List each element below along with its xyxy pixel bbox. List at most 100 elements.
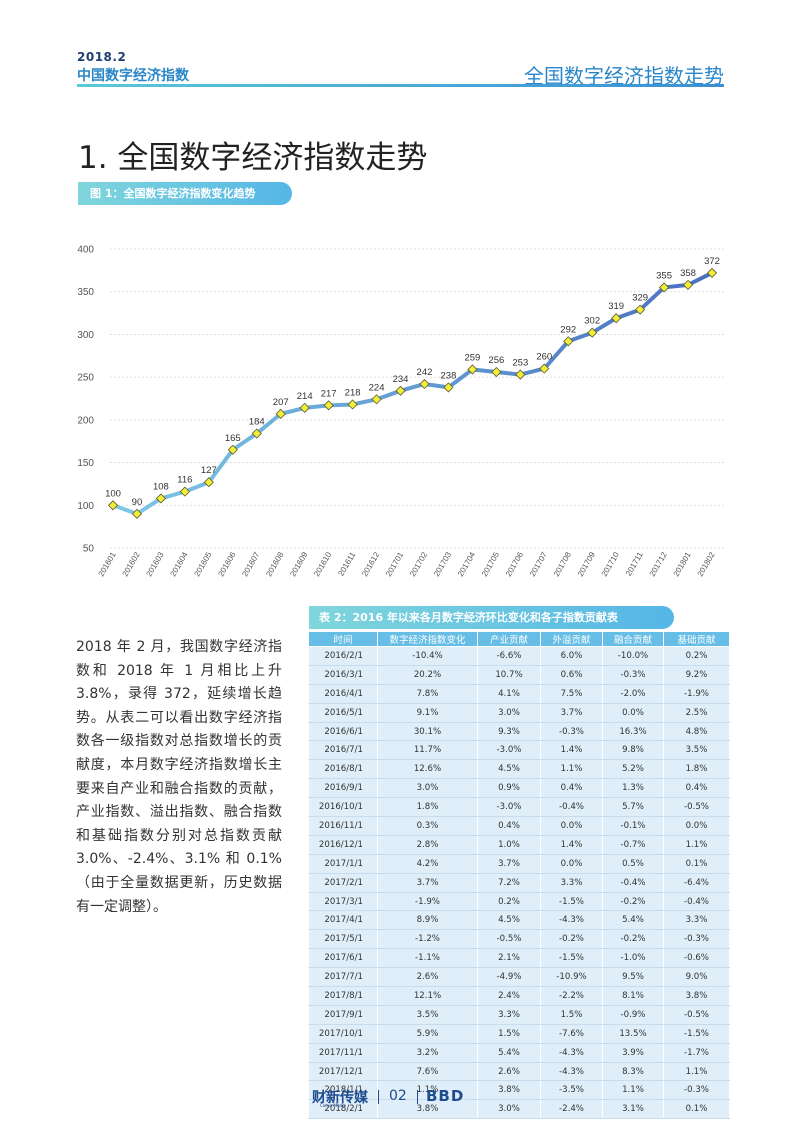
table-cell: 2.4% <box>477 986 541 1006</box>
y-tick-label: 50 <box>83 544 95 555</box>
table-cell: 12.1% <box>377 986 478 1006</box>
table-cell: -0.2% <box>540 929 603 950</box>
table-cell: 3.2% <box>377 1043 478 1063</box>
y-tick-label: 300 <box>77 330 94 341</box>
x-tick-label: 201605 <box>192 550 213 578</box>
x-tick-label: 201607 <box>240 550 261 578</box>
x-tick-label: 201610 <box>312 550 333 578</box>
table-cell: 2017/12/1 <box>308 1062 378 1082</box>
table-cell: 20.2% <box>377 665 478 685</box>
data-point <box>275 408 286 419</box>
table-cell: -0.5% <box>663 1005 730 1025</box>
table-cell: 1.3% <box>602 778 664 799</box>
table-cell: 9.3% <box>477 722 541 742</box>
table-row: 2017/3/1 -1.9% 0.2% -1.5% -0.2% -0.4% <box>308 892 730 912</box>
table-cell: 1.0% <box>477 835 541 855</box>
data-point <box>371 394 382 405</box>
table-cell: 2.6% <box>377 967 478 988</box>
table-cell: 1.1% <box>663 835 730 855</box>
page-title: 1. 全国数字经济指数走势 <box>78 140 428 176</box>
table-cell: -10.9% <box>540 967 603 988</box>
table-cell: 1.1% <box>377 1080 478 1101</box>
table-cell: 2017/4/1 <box>308 910 378 931</box>
x-tick-label: 201611 <box>336 550 357 578</box>
table-row: 2017/1/1 4.2% 3.7% 0.0% 0.5% 0.1% <box>308 854 730 874</box>
table-cell: 4.2% <box>377 854 478 874</box>
data-point <box>515 369 526 380</box>
table-cell: -0.3% <box>663 1080 730 1101</box>
data-label: 90 <box>132 497 143 508</box>
table-cell: 3.3% <box>663 910 730 931</box>
table-cell: 2016/8/1 <box>308 759 378 780</box>
table-row: 2018/1/1 1.1% 3.8% -3.5% 1.1% -0.3% <box>308 1080 730 1101</box>
table-cell: 0.2% <box>477 892 541 912</box>
data-point <box>539 363 550 374</box>
data-point <box>563 336 574 347</box>
data-point <box>179 486 190 497</box>
table-cell: 2016/9/1 <box>308 778 378 799</box>
table-cell: 2017/1/1 <box>308 854 378 874</box>
table-cell: 0.0% <box>540 816 603 836</box>
table-cell: 0.4% <box>663 778 730 799</box>
table-row: 2017/10/1 5.9% 1.5% -7.6% 13.5% -1.5% <box>308 1024 730 1044</box>
table-cell: 2.1% <box>477 948 541 969</box>
data-label: 256 <box>488 355 504 366</box>
x-tick-label: 201708 <box>552 550 573 578</box>
table-cell: 5.2% <box>602 759 664 780</box>
x-tick-label: 201702 <box>408 550 429 578</box>
x-tick-label: 201608 <box>264 550 285 578</box>
table-cell: -4.3% <box>540 910 603 931</box>
data-point <box>299 402 310 413</box>
data-label: 329 <box>632 293 648 304</box>
table-cell: 2016/2/1 <box>308 646 378 666</box>
data-point <box>323 400 334 411</box>
data-point <box>155 493 166 504</box>
table-cell: 3.0% <box>477 703 541 723</box>
table-cell: 16.3% <box>602 722 664 742</box>
data-label: 217 <box>321 388 337 399</box>
table-cell: 2017/8/1 <box>308 986 378 1006</box>
table-header-row: 时间 数字经济指数变化 产业贡献 外溢贡献 融合贡献 基础贡献 <box>308 631 730 647</box>
table-cell: 11.7% <box>377 740 478 761</box>
y-tick-label: 200 <box>77 415 94 426</box>
table-cell: 3.8% <box>377 1099 478 1120</box>
data-point <box>395 385 406 396</box>
x-tick-label: 201603 <box>145 550 166 578</box>
x-tick-label: 201703 <box>432 550 453 578</box>
data-label: 108 <box>153 481 169 492</box>
x-tick-label: 201704 <box>456 550 477 578</box>
table-cell: 1.5% <box>477 1024 541 1044</box>
table-cell: 2017/10/1 <box>308 1024 378 1044</box>
data-label: 372 <box>704 256 720 267</box>
data-label: 260 <box>536 352 552 363</box>
table-row: 2016/12/1 2.8% 1.0% 1.4% -0.7% 1.1% <box>308 835 730 855</box>
table-cell: 9.1% <box>377 703 478 723</box>
table-cell: 9.5% <box>602 967 664 988</box>
table-cell: 1.5% <box>540 1005 603 1025</box>
report-name: 中国数字经济指数 <box>77 68 189 84</box>
table-cell: -1.5% <box>663 1024 730 1044</box>
x-tick-label: 201712 <box>648 550 669 578</box>
table-row: 2017/9/1 3.5% 3.3% 1.5% -0.9% -0.5% <box>308 1005 730 1025</box>
report-header: 2018.2 中国数字经济指数 <box>77 50 189 85</box>
table-cell: -0.3% <box>663 929 730 950</box>
table-cell: 9.2% <box>663 665 730 685</box>
data-label: 224 <box>369 382 385 393</box>
data-label: 116 <box>177 475 192 486</box>
table-cell: -0.5% <box>477 929 541 950</box>
table-cell: 8.9% <box>377 910 478 931</box>
data-point <box>467 364 478 375</box>
table-cell: 0.4% <box>540 778 603 799</box>
table-cell: -1.2% <box>377 929 478 950</box>
table-cell: 2018/1/1 <box>308 1080 378 1101</box>
data-point <box>347 399 358 410</box>
table-row: 2016/8/1 12.6% 4.5% 1.1% 5.2% 1.8% <box>308 759 730 780</box>
data-label: 319 <box>608 301 624 312</box>
table-cell: 2016/7/1 <box>308 740 378 761</box>
figure-label: 图 1：全国数字经济指数变化趋势 <box>78 182 292 205</box>
y-tick-label: 350 <box>77 287 94 298</box>
data-point <box>635 304 646 315</box>
data-point <box>443 382 454 393</box>
contribution-table: 时间 数字经济指数变化 产业贡献 外溢贡献 融合贡献 基础贡献 2016/2/1 -10.4… <box>308 631 730 1120</box>
table-cell: 0.5% <box>602 854 664 874</box>
